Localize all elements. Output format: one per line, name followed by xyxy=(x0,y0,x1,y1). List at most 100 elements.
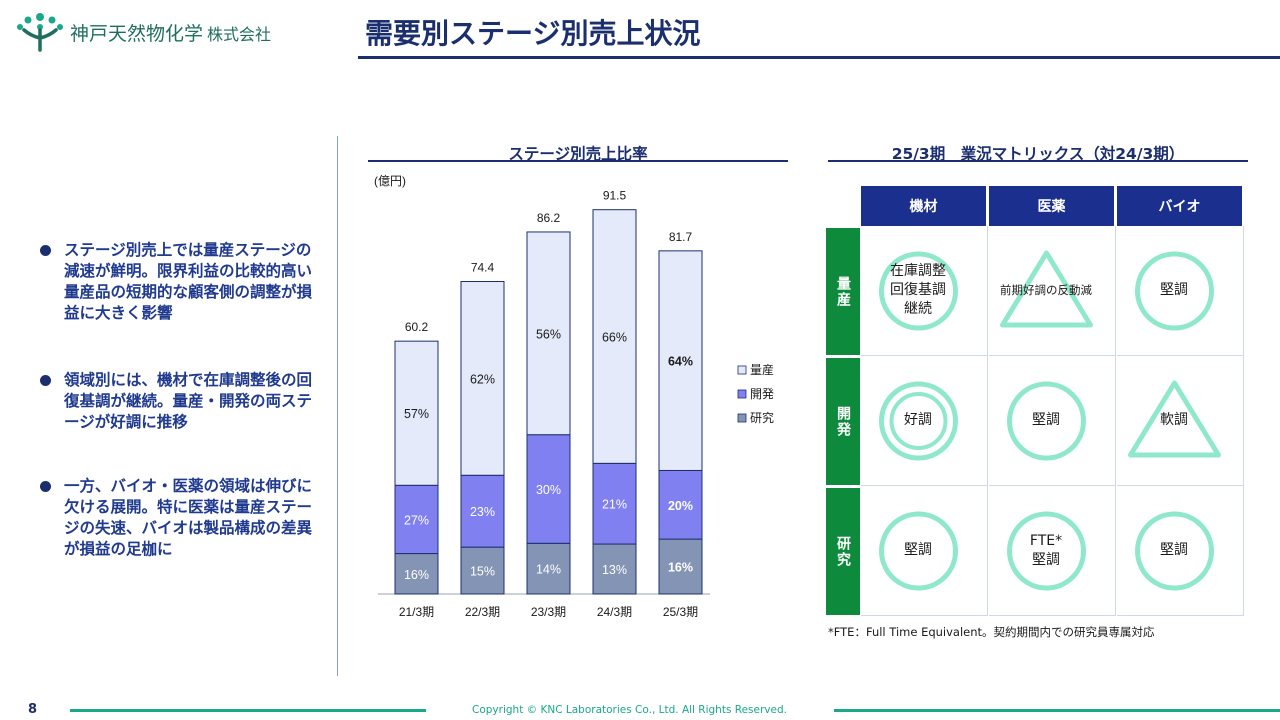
bar-percent-label: 23% xyxy=(470,505,495,519)
chart-title: ステージ別売上比率 xyxy=(508,145,648,163)
company-logo: 神戸天然物化学 株式会社 xyxy=(14,10,354,54)
bar-percent-label: 56% xyxy=(536,327,561,341)
x-tick-label: 25/3期 xyxy=(663,605,698,619)
bar-percent-label: 13% xyxy=(602,563,627,577)
circle-icon xyxy=(1135,511,1214,591)
matrix-column-header: 医薬 xyxy=(989,186,1114,226)
matrix-title: 25/3期 業況マトリックス（対24/3期） xyxy=(891,145,1185,163)
matrix-cell-label: 在庫調整 回復基調 継続 xyxy=(890,263,946,317)
business-matrix: 機材 医薬 バイオ 量産 在庫調整 回復基調 継続 前期好調の反動減 堅調 開発 好調 堅調 軟調研… xyxy=(826,186,1244,616)
chart-title-underline xyxy=(368,160,788,162)
bar-total-label: 86.2 xyxy=(537,211,561,225)
bar-percent-label: 64% xyxy=(668,355,693,369)
page-number: 8 xyxy=(28,702,38,717)
matrix-footnote: *FTE：Full Time Equivalent。契約期間内での研究員専属対応 xyxy=(828,625,1155,639)
bar-total-label: 74.4 xyxy=(471,261,495,275)
bar-segment-開発 xyxy=(526,434,571,544)
matrix-cell: 堅調 xyxy=(861,486,988,616)
section-divider xyxy=(337,136,338,676)
x-tick-label: 24/3期 xyxy=(597,605,632,619)
legend-label: 研究 xyxy=(750,410,774,425)
x-tick-label: 23/3期 xyxy=(531,605,566,619)
title-divider xyxy=(358,56,1280,59)
matrix-row-header: 量産 xyxy=(826,228,860,355)
matrix-title-underline xyxy=(828,160,1248,162)
footer-rule-left xyxy=(70,709,426,712)
matrix-cell: 前期好調の反動減 xyxy=(989,226,1116,356)
matrix-row-header: 研究 xyxy=(826,488,860,615)
bar-segment-研究 xyxy=(592,543,637,595)
legend-swatch xyxy=(737,413,747,423)
circle-icon xyxy=(1007,381,1086,461)
matrix-cell: 堅調 xyxy=(1117,226,1244,356)
bar-segment-研究 xyxy=(394,553,439,595)
bar-percent-label: 16% xyxy=(668,561,693,575)
bullet-point: 一方、バイオ・医薬の領域は伸びに欠ける展開。特に医薬は量産ステージの失速、バイオ… xyxy=(40,476,322,560)
bar-segment-量産 xyxy=(526,231,571,436)
circle-icon xyxy=(1135,251,1214,331)
matrix-cell-label: 好調 xyxy=(904,412,932,428)
bullet-icon xyxy=(40,245,51,256)
bar-segment-研究 xyxy=(460,546,505,595)
bar-percent-label: 62% xyxy=(470,372,495,386)
bar-total-label: 81.7 xyxy=(669,230,693,244)
legend-swatch xyxy=(737,389,747,399)
matrix-cell: 軟調 xyxy=(1117,356,1244,486)
circle-icon xyxy=(879,511,958,591)
bar-segment-量産 xyxy=(394,340,439,486)
matrix-cell: 好調 xyxy=(861,356,988,486)
circle-icon xyxy=(1007,511,1086,591)
bullet-icon xyxy=(40,481,51,492)
matrix-cell: 在庫調整 回復基調 継続 xyxy=(861,226,988,356)
bar-percent-label: 57% xyxy=(404,407,429,421)
x-tick-label: 21/3期 xyxy=(399,605,434,619)
matrix-cell-label: 堅調 xyxy=(904,542,932,558)
double-circle-icon xyxy=(879,381,958,461)
matrix-row-header: 開発 xyxy=(826,358,860,485)
matrix-cell-label: 前期好調の反動減 xyxy=(1000,283,1092,297)
x-tick-label: 22/3期 xyxy=(465,605,500,619)
bar-segment-量産 xyxy=(658,250,703,471)
matrix-cell-label: 軟調 xyxy=(1160,412,1188,428)
matrix-cell: 堅調 xyxy=(1117,486,1244,616)
copyright-text: Copyright © KNC Laboratories Co., Ltd. A… xyxy=(472,704,787,716)
page-title: 需要別ステージ別売上状況 xyxy=(365,17,701,50)
matrix-cell-label: 堅調 xyxy=(1160,542,1188,558)
bar-percent-label: 21% xyxy=(602,498,627,512)
bar-percent-label: 30% xyxy=(536,483,561,497)
footer-rule-right xyxy=(834,709,1280,712)
legend-swatch xyxy=(737,365,747,375)
bar-percent-label: 15% xyxy=(470,565,495,579)
stage-sales-chart: (億円) 16% 27% 57% 60.2 21/3期 15% 23% 62% 74.4 22/3期… xyxy=(374,174,774,619)
matrix-cell: 堅調 xyxy=(989,356,1116,486)
company-suffix: 株式会社 xyxy=(207,24,272,44)
legend-label: 量産 xyxy=(750,362,774,377)
bar-segment-開発 xyxy=(460,474,505,548)
legend-label: 開発 xyxy=(750,387,774,401)
bar-percent-label: 27% xyxy=(404,513,429,527)
triangle-icon xyxy=(1128,380,1221,458)
bar-segment-量産 xyxy=(592,209,637,464)
bar-percent-label: 14% xyxy=(536,563,561,577)
matrix-column-header: 機材 xyxy=(861,186,986,226)
matrix-cell-label: 堅調 xyxy=(1160,282,1188,298)
bullet-point: ステージ別売上では量産ステージの減速が鮮明。限界利益の比較的高い量産品の短期的な… xyxy=(40,240,322,324)
bullet-text: 一方、バイオ・医薬の領域は伸びに欠ける展開。特に医薬は量産ステージの失速、バイオ… xyxy=(64,477,313,558)
bullet-icon xyxy=(40,375,51,386)
matrix-cell-label: FTE* 堅調 xyxy=(1029,532,1063,568)
bar-segment-開発 xyxy=(658,469,703,540)
bullet-point: 領域別には、機材で在庫調整後の回復基調が継続。量産・開発の両ステージが好調に推移 xyxy=(40,370,322,433)
bar-percent-label: 16% xyxy=(404,568,429,582)
bar-segment-量産 xyxy=(460,281,505,476)
bar-total-label: 60.2 xyxy=(405,320,429,334)
company-name: 神戸天然物化学 株式会社 xyxy=(70,22,272,45)
company-logo-icon xyxy=(17,13,63,52)
matrix-column-header: バイオ xyxy=(1117,186,1242,226)
bullet-text: ステージ別売上では量産ステージの減速が鮮明。限界利益の比較的高い量産品の短期的な… xyxy=(64,241,313,322)
triangle-icon xyxy=(1000,250,1093,328)
matrix-cell-label: 堅調 xyxy=(1032,412,1060,428)
bar-percent-label: 20% xyxy=(668,499,693,513)
matrix-cell: FTE* 堅調 xyxy=(989,486,1116,616)
circle-icon xyxy=(879,251,958,331)
bar-segment-開発 xyxy=(592,462,637,545)
